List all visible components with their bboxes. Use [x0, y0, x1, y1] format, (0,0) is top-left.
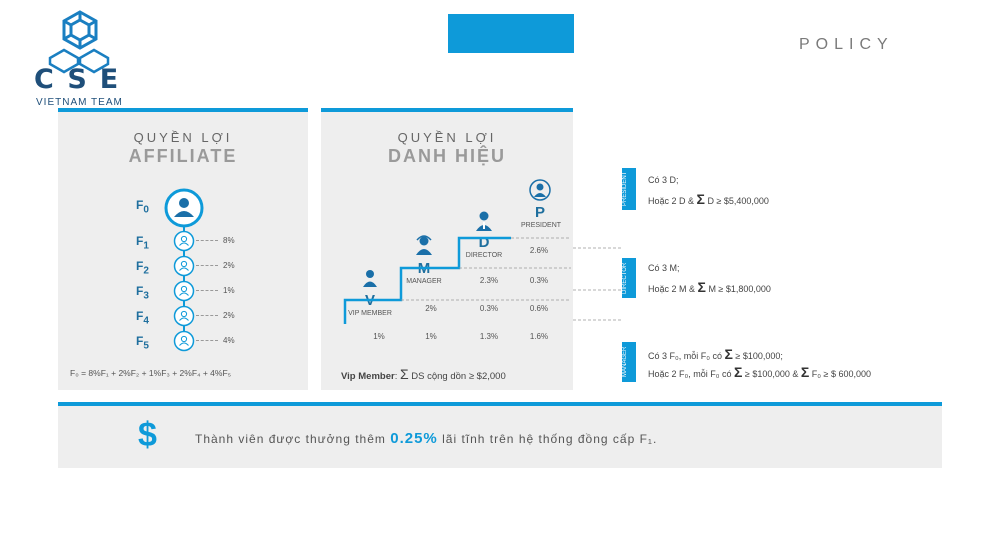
manager-condition-line2: Hoặc 2 F₀, mỗi F₀ có Σ ≥ $100,000 & Σ F₀…	[648, 364, 872, 380]
affiliate-panel: QUYỀN LỢI AFFILIATE F0 F1 8% F2 2% F3 1%…	[58, 108, 308, 390]
connector-lines	[573, 247, 623, 321]
title-rank-panel: QUYỀN LỢI DANH HIỆU V VIP MEMBER M MANAG…	[321, 108, 573, 390]
level-label-f3: F3	[136, 284, 149, 302]
rank-name-president: PRESIDENT	[520, 222, 562, 229]
level-percent-f5: 4%	[223, 336, 235, 345]
rate-v-d: 1.3%	[479, 332, 499, 341]
vip-member-condition: Vip Member: Σ DS cộng dồn ≥ $2,000	[341, 366, 506, 382]
logo-text: CSE	[34, 64, 132, 95]
level-percent-f1: 8%	[223, 236, 235, 245]
affiliate-formula: F₀ = 8%F₁ + 2%F₂ + 1%F₃ + 2%F₄ + 4%F₅	[70, 368, 232, 378]
level-label-f4: F4	[136, 309, 149, 327]
user-icon	[173, 330, 195, 352]
level-label-f1: F1	[136, 234, 149, 252]
level-label-f0: F0	[136, 198, 149, 216]
user-icon	[173, 280, 195, 302]
affiliate-title-line1: QUYỀN LỢI	[133, 130, 233, 145]
president-condition-line1: Có 3 D;	[648, 175, 679, 185]
affiliate-title-line2: AFFILIATE	[128, 146, 238, 166]
rank-letter-p: P	[534, 204, 545, 221]
director-icon	[476, 211, 492, 231]
rate-m-p: 0.6%	[529, 304, 549, 313]
rank-title-line1: QUYỀN LỢI	[397, 130, 497, 145]
cse-logo-icon	[48, 10, 110, 74]
logo-subtitle: VIETNAM TEAM	[36, 97, 123, 108]
rate-v-p: 1.6%	[529, 332, 549, 341]
vip-member-icon	[363, 270, 377, 287]
dollar-icon: $	[138, 416, 157, 454]
bonus-banner: $ Thành viên được thưởng thêm 0.25% lãi …	[58, 402, 942, 468]
level-percent-f3: 1%	[223, 286, 235, 295]
rank-name-vip: VIP MEMBER	[348, 310, 392, 317]
rank-staircase	[343, 236, 571, 324]
rate-m-d: 0.3%	[479, 304, 499, 313]
level-percent-f2: 2%	[223, 261, 235, 270]
director-tag: DIRECTOR	[622, 258, 636, 298]
rank-title-line2: DANH HIỆU	[387, 146, 506, 166]
dash-line	[196, 290, 218, 291]
rate-d-p: 0.3%	[529, 276, 549, 285]
president-tag: PRESIDENT	[622, 168, 636, 210]
rate-d-d: 2.3%	[479, 276, 499, 285]
manager-tag: MANAGER	[622, 342, 636, 382]
dash-line	[196, 265, 218, 266]
rate-v-m: 1%	[425, 332, 437, 341]
manager-condition-line1: Có 3 F₀, mỗi F₀ có Σ ≥ $100,000;	[648, 346, 783, 362]
user-icon	[164, 188, 204, 228]
director-condition-line1: Có 3 M;	[648, 263, 680, 273]
header-accent-bar	[448, 14, 574, 53]
rank-name-director: DIRECTOR	[465, 252, 503, 259]
president-icon	[529, 179, 551, 201]
rate-v-v: 1%	[373, 332, 385, 341]
user-icon	[173, 230, 195, 252]
dash-line	[196, 240, 218, 241]
director-condition-line2: Hoặc 2 M & Σ M ≥ $1,800,000	[648, 279, 771, 295]
level-label-f5: F5	[136, 334, 149, 352]
rank-letter-d: D	[478, 234, 490, 251]
dash-line	[196, 340, 218, 341]
manager-icon	[416, 235, 432, 255]
level-percent-f4: 2%	[223, 311, 235, 320]
rate-p-p: 2.6%	[529, 246, 549, 255]
user-icon	[173, 255, 195, 277]
bonus-text: Thành viên được thưởng thêm 0.25% lãi tĩ…	[195, 430, 658, 447]
level-label-f2: F2	[136, 259, 149, 277]
dash-line	[196, 315, 218, 316]
user-icon	[173, 305, 195, 327]
rate-m-m: 2%	[425, 304, 437, 313]
rank-name-manager: MANAGER	[406, 278, 442, 285]
president-condition-line2: Hoặc 2 D & Σ D ≥ $5,400,000	[648, 191, 769, 207]
page-title: POLICY	[799, 36, 894, 53]
